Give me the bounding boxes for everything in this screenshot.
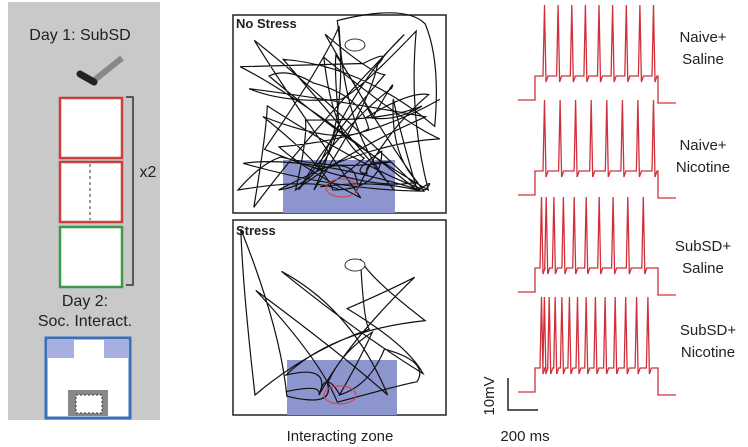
day2-label: Soc. Interact. xyxy=(38,313,132,330)
time-scale: 200 ms xyxy=(500,428,549,445)
voltage-trace xyxy=(518,100,676,198)
group-label: Nicotine xyxy=(681,344,735,361)
cage-box xyxy=(60,98,122,158)
group-label: SubSD+ xyxy=(680,322,737,339)
group-label: Naive+ xyxy=(679,29,726,46)
enclosure xyxy=(76,395,102,413)
voltage-trace xyxy=(518,5,676,103)
voltage-trace xyxy=(518,297,676,395)
mouse-icon xyxy=(345,259,365,271)
voltage-trace xyxy=(518,197,676,295)
zone-label: Interacting zone xyxy=(287,428,394,445)
mouse-icon xyxy=(345,39,365,51)
panel-label: No Stress xyxy=(236,16,297,31)
corner-zone xyxy=(104,340,128,358)
corner-zone xyxy=(48,340,74,358)
group-label: Naive+ xyxy=(679,137,726,154)
figure: Day 1: SubSD x2 Day 2: Soc. Interact. No… xyxy=(0,0,748,447)
repeat-label: x2 xyxy=(140,164,157,181)
cage-box xyxy=(60,162,122,222)
scale-bar xyxy=(508,378,538,410)
day1-label: Day 1: SubSD xyxy=(29,27,130,44)
cage-box xyxy=(60,227,122,287)
group-label: Nicotine xyxy=(676,159,730,176)
interaction-zone xyxy=(287,360,397,415)
group-label: Saline xyxy=(682,260,724,277)
group-label: SubSD+ xyxy=(675,238,732,255)
day2-label: Day 2: xyxy=(62,293,108,310)
voltage-scale: 10mV xyxy=(481,376,498,415)
group-label: Saline xyxy=(682,51,724,68)
